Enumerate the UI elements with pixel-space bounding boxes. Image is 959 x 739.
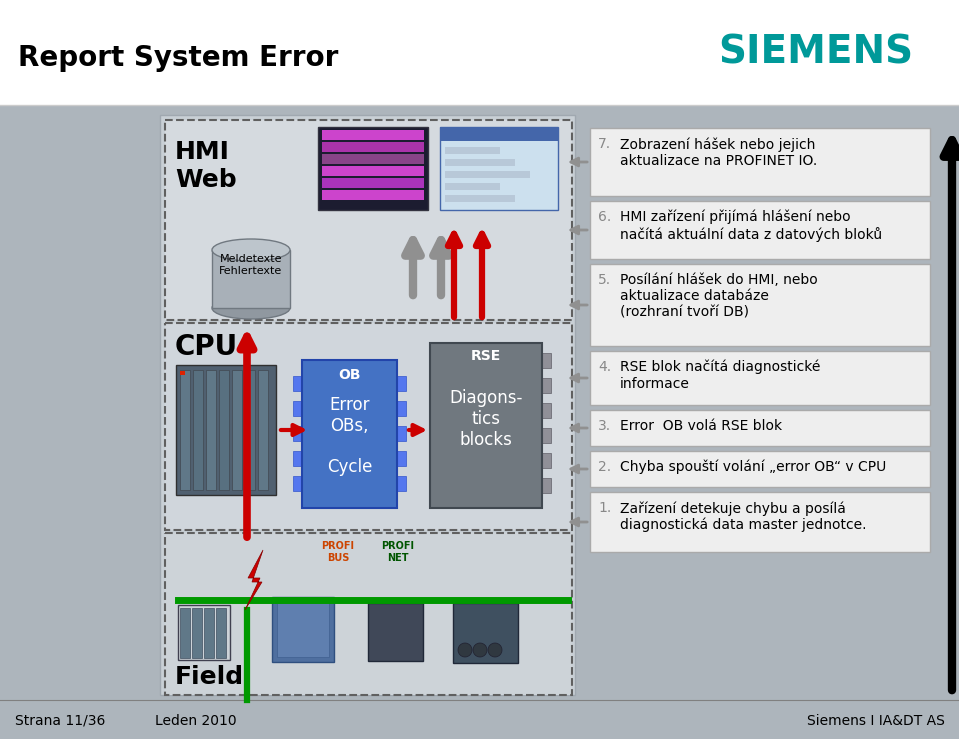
- Text: Meldetexte
Fehlertexte: Meldetexte Fehlertexte: [220, 254, 283, 276]
- Text: 3.: 3.: [598, 419, 611, 433]
- Bar: [542, 403, 551, 418]
- Text: Strana 11/36: Strana 11/36: [15, 714, 105, 728]
- Bar: [216, 608, 226, 658]
- Bar: [180, 371, 185, 375]
- Bar: [165, 120, 572, 320]
- Bar: [245, 370, 255, 490]
- Bar: [180, 370, 190, 490]
- Circle shape: [458, 643, 472, 657]
- Bar: [258, 370, 268, 490]
- Bar: [193, 370, 203, 490]
- Text: RSE: RSE: [471, 349, 502, 363]
- Bar: [590, 410, 930, 446]
- Bar: [206, 370, 216, 490]
- Bar: [302, 360, 397, 508]
- Bar: [219, 370, 229, 490]
- Bar: [180, 608, 190, 658]
- Bar: [397, 451, 406, 466]
- Bar: [590, 451, 930, 487]
- Bar: [212, 250, 290, 308]
- Text: Diagons-
tics
blocks: Diagons- tics blocks: [450, 389, 523, 449]
- Text: Siemens I IA&DT AS: Siemens I IA&DT AS: [807, 714, 945, 728]
- Bar: [445, 171, 530, 178]
- Bar: [542, 378, 551, 393]
- Bar: [176, 365, 276, 495]
- Bar: [590, 264, 930, 346]
- Bar: [165, 533, 572, 695]
- Bar: [293, 401, 302, 416]
- Ellipse shape: [212, 297, 290, 319]
- Bar: [277, 602, 329, 657]
- Text: PROFI
BUS: PROFI BUS: [321, 541, 355, 562]
- Text: 1.: 1.: [598, 501, 611, 515]
- Text: 2.: 2.: [598, 460, 611, 474]
- Bar: [160, 115, 575, 695]
- Bar: [542, 428, 551, 443]
- Text: Error
OBs,

Cycle: Error OBs, Cycle: [327, 396, 372, 477]
- Text: 7.: 7.: [598, 137, 611, 151]
- Text: 5.: 5.: [598, 273, 611, 287]
- Bar: [445, 147, 500, 154]
- Bar: [322, 190, 424, 200]
- Bar: [542, 478, 551, 493]
- Bar: [293, 426, 302, 441]
- Bar: [542, 453, 551, 468]
- Text: Zařízení detekuje chybu a posílá
diagnostická data master jednotce.: Zařízení detekuje chybu a posílá diagnos…: [620, 501, 867, 532]
- Text: Posílání hlášek do HMI, nebo
aktualizace databáze
(rozhraní tvoří DB): Posílání hlášek do HMI, nebo aktualizace…: [620, 273, 818, 319]
- Bar: [322, 130, 424, 140]
- Bar: [445, 195, 515, 202]
- Bar: [397, 401, 406, 416]
- Bar: [397, 376, 406, 391]
- Text: SIEMENS: SIEMENS: [718, 33, 913, 71]
- Bar: [430, 343, 542, 508]
- Bar: [590, 492, 930, 552]
- Bar: [368, 603, 423, 661]
- Circle shape: [488, 643, 502, 657]
- Bar: [204, 608, 214, 658]
- Bar: [0, 0, 959, 105]
- Circle shape: [473, 643, 487, 657]
- Text: 4.: 4.: [598, 360, 611, 374]
- Bar: [590, 128, 930, 196]
- Bar: [178, 605, 230, 660]
- Bar: [440, 127, 558, 210]
- Text: Error  OB volá RSE blok: Error OB volá RSE blok: [620, 419, 783, 433]
- Ellipse shape: [212, 239, 290, 261]
- Bar: [232, 370, 242, 490]
- Bar: [440, 127, 558, 141]
- Bar: [590, 351, 930, 405]
- Bar: [322, 142, 424, 152]
- Bar: [542, 353, 551, 368]
- Text: Field: Field: [175, 665, 245, 689]
- Bar: [293, 451, 302, 466]
- Text: HMI zařízení přijímá hlášení nebo
načítá aktuální data z datových bloků: HMI zařízení přijímá hlášení nebo načítá…: [620, 210, 882, 242]
- Polygon shape: [245, 550, 263, 610]
- Text: OB: OB: [339, 368, 361, 382]
- Bar: [397, 426, 406, 441]
- Text: RSE blok načítá diagnostické
informace: RSE blok načítá diagnostické informace: [620, 360, 820, 391]
- Text: Leden 2010: Leden 2010: [155, 714, 237, 728]
- Text: CPU: CPU: [175, 333, 238, 361]
- Text: PROFI
NET: PROFI NET: [382, 541, 414, 562]
- Bar: [322, 178, 424, 188]
- Bar: [165, 323, 572, 530]
- Bar: [322, 154, 424, 164]
- Bar: [192, 608, 202, 658]
- Bar: [272, 597, 334, 662]
- Bar: [322, 166, 424, 176]
- Bar: [453, 603, 518, 663]
- Bar: [445, 183, 500, 190]
- Text: 6.: 6.: [598, 210, 611, 224]
- Text: HMI
Web: HMI Web: [175, 140, 237, 192]
- Text: Report System Error: Report System Error: [18, 44, 339, 72]
- Bar: [445, 159, 515, 166]
- Bar: [293, 376, 302, 391]
- Bar: [590, 201, 930, 259]
- Text: Zobrazení hášek nebo jejich
aktualizace na PROFINET IO.: Zobrazení hášek nebo jejich aktualizace …: [620, 137, 817, 168]
- Bar: [318, 127, 428, 210]
- Bar: [293, 476, 302, 491]
- Text: Chyba spouští volání „error OB“ v CPU: Chyba spouští volání „error OB“ v CPU: [620, 460, 886, 474]
- Bar: [397, 476, 406, 491]
